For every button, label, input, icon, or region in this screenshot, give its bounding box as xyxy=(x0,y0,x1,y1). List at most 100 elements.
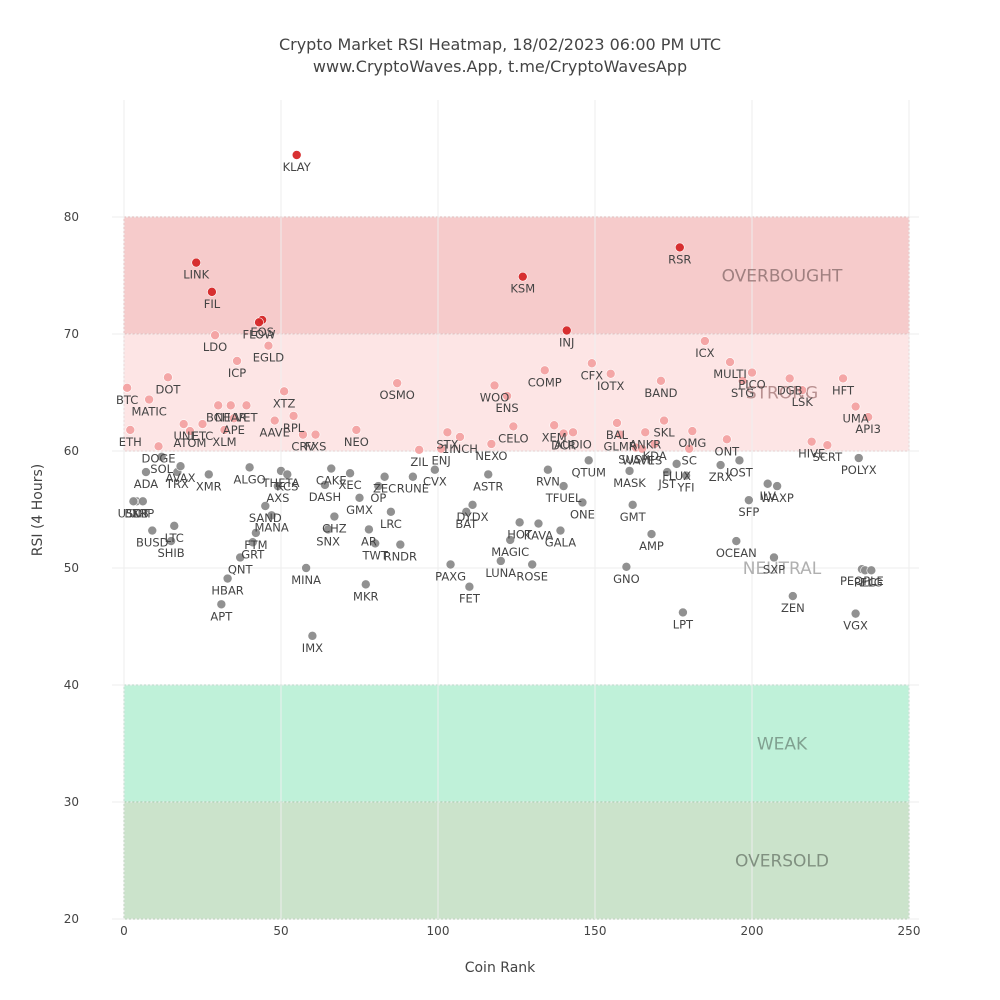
point-label-shib: SHIB xyxy=(157,546,184,560)
point-label-gala: GALA xyxy=(545,536,576,550)
point-jst xyxy=(662,467,673,477)
point-label-rlc: RLC xyxy=(854,575,876,589)
point-label-luna: LUNA xyxy=(485,566,516,580)
point-cfx xyxy=(587,358,597,369)
x-tick-label: 50 xyxy=(273,924,288,938)
zone-strong xyxy=(123,333,910,452)
point-label-xtz: XTZ xyxy=(273,396,296,410)
point-label-icx: ICX xyxy=(695,346,714,360)
point-lsk xyxy=(797,385,808,395)
point-label-scrt: SCRT xyxy=(813,450,843,464)
zone-overbought xyxy=(123,216,910,335)
point-flux xyxy=(671,459,682,469)
point-label-theta: THETA xyxy=(262,476,300,490)
point-rndr xyxy=(395,539,406,550)
point-hot xyxy=(514,517,525,528)
point-label-crv: CRV xyxy=(291,440,314,454)
point-label-xlm: XLM xyxy=(212,435,236,449)
point-label-hft: HFT xyxy=(832,383,855,397)
point-label-fil: FIL xyxy=(204,297,221,311)
point-label-matic: MATIC xyxy=(131,405,166,419)
point-label-op: OP xyxy=(370,491,386,505)
point-tfuel xyxy=(558,481,569,491)
point-iost xyxy=(734,455,745,466)
y-tick-label: 20 xyxy=(64,912,79,926)
point-link xyxy=(191,257,202,268)
point-label-twt: TWT xyxy=(361,548,388,562)
point-label-ape: APE xyxy=(223,423,245,437)
point-label-vet: VET xyxy=(235,410,258,424)
point-label-lrc: LRC xyxy=(380,517,402,531)
y-tick-label: 70 xyxy=(64,327,79,341)
point-label-ont: ONT xyxy=(715,444,741,458)
point-label-dcr: DCR xyxy=(551,438,576,452)
point-polyx xyxy=(853,453,864,463)
point-vet xyxy=(241,400,252,411)
x-tick-label: 200 xyxy=(741,924,764,938)
zone-oversold xyxy=(123,801,910,920)
point-label-zil: ZIL xyxy=(410,455,428,469)
point-dydx xyxy=(467,500,478,510)
point-paxg xyxy=(445,559,456,570)
point-label-doge: DOGE xyxy=(141,451,175,465)
point-zec xyxy=(379,471,390,482)
point-label-bal: BAL xyxy=(606,428,629,442)
point-label-bch: BCH xyxy=(206,410,230,424)
point-label-sxp: SXP xyxy=(763,562,785,576)
point-label-rpl: RPL xyxy=(283,421,305,435)
point-shib xyxy=(166,536,176,546)
point-vgx xyxy=(850,608,861,619)
point-label-mina: MINA xyxy=(291,573,321,587)
point-label-bat: BAT xyxy=(455,517,478,531)
point-lrc xyxy=(386,507,396,517)
point-label-celo: CELO xyxy=(498,431,528,445)
point-label-xrp: XRP xyxy=(131,506,154,520)
point-label-api3: API3 xyxy=(855,422,881,436)
point-label-osmo: OSMO xyxy=(380,388,415,402)
point-egld xyxy=(263,340,274,351)
zone-label-neutral: NEUTRAL xyxy=(743,559,822,579)
point-fet xyxy=(464,581,475,592)
x-tick-label: 0 xyxy=(120,924,128,938)
point-mask xyxy=(624,466,635,476)
point-label-waves: WAVES xyxy=(622,454,662,468)
point-label-audio: AUDIO xyxy=(554,437,592,451)
point-cake xyxy=(326,463,337,474)
point-label-kava: KAVA xyxy=(524,529,554,543)
point-label-nexo: NEXO xyxy=(475,449,507,463)
point-avax xyxy=(175,461,186,472)
y-axis-title: RSI (4 Hours) xyxy=(30,464,46,557)
point-xmr xyxy=(203,469,214,480)
point-mina xyxy=(301,563,311,573)
point-btc xyxy=(122,383,132,393)
point-label-flow: FLOW xyxy=(242,327,275,341)
chart-title: Crypto Market RSI Heatmap, 18/02/2023 06… xyxy=(279,35,721,54)
point-label-inj: INJ xyxy=(559,335,574,349)
point-label-ocean: OCEAN xyxy=(716,546,757,560)
chart-subtitle: www.CryptoWaves.App, t.me/CryptoWavesApp xyxy=(313,57,687,76)
y-tick-label: 30 xyxy=(64,795,79,809)
point-api3 xyxy=(863,412,873,422)
point-ada xyxy=(141,467,151,477)
point-astr xyxy=(483,469,494,480)
point-label-hive: HIVE xyxy=(798,447,825,461)
point-label-btc: BTC xyxy=(116,393,138,407)
point-luna xyxy=(495,556,506,566)
point-icp xyxy=(232,356,242,366)
point-xtz xyxy=(279,386,289,397)
y-tick-label: 40 xyxy=(64,678,79,692)
point-label-tfuel: TFUEL xyxy=(545,491,582,505)
point-label-band: BAND xyxy=(644,386,677,400)
point-label-polyx: POLYX xyxy=(841,463,877,477)
point-label-sklp: ELG xyxy=(860,575,883,589)
point-label-fxs: FXS xyxy=(305,440,327,454)
point-label-hot: HOT xyxy=(507,527,533,541)
point-bch xyxy=(213,400,223,411)
point-rvn xyxy=(543,464,553,475)
y-tick-label: 80 xyxy=(64,210,79,224)
y-tick-label: 50 xyxy=(64,561,79,575)
point-aave xyxy=(269,415,280,426)
point-label-dot: DOT xyxy=(155,382,181,396)
point-flow xyxy=(254,317,264,328)
